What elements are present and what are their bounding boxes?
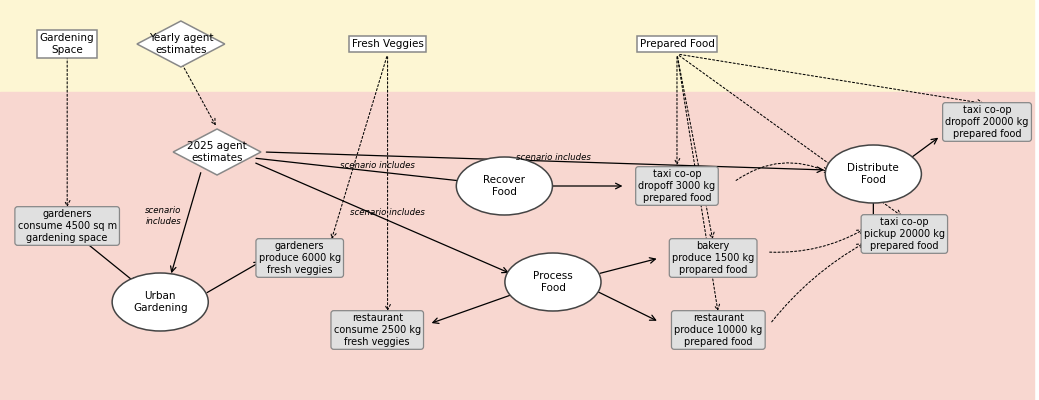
Text: 2025 agent
estimates: 2025 agent estimates — [187, 141, 247, 163]
Text: scenario
includes: scenario includes — [145, 206, 182, 226]
Text: bakery
produce 1500 kg
propared food: bakery produce 1500 kg propared food — [672, 241, 754, 274]
Polygon shape — [174, 129, 261, 175]
Ellipse shape — [456, 157, 553, 215]
Text: taxi co-op
dropoff 3000 kg
prepared food: taxi co-op dropoff 3000 kg prepared food — [638, 170, 716, 202]
Text: restaurant
produce 10000 kg
prepared food: restaurant produce 10000 kg prepared foo… — [674, 314, 763, 346]
Polygon shape — [137, 21, 224, 67]
Text: restaurant
consume 2500 kg
fresh veggies: restaurant consume 2500 kg fresh veggies — [334, 314, 421, 346]
Text: Process
Food: Process Food — [533, 271, 572, 293]
Text: Urban
Gardening: Urban Gardening — [133, 291, 187, 313]
Text: gardeners
consume 4500 sq m
gardening space: gardeners consume 4500 sq m gardening sp… — [18, 210, 116, 242]
Text: Prepared Food: Prepared Food — [640, 39, 715, 49]
Text: taxi co-op
pickup 20000 kg
prepared food: taxi co-op pickup 20000 kg prepared food — [863, 218, 944, 250]
Text: gardeners
produce 6000 kg
fresh veggies: gardeners produce 6000 kg fresh veggies — [259, 241, 341, 274]
Bar — [0, 0, 1034, 92]
Text: scenario includes: scenario includes — [350, 208, 425, 217]
Text: Distribute
Food: Distribute Food — [848, 163, 899, 185]
Ellipse shape — [825, 145, 922, 203]
Text: scenario includes: scenario includes — [340, 162, 415, 170]
Text: taxi co-op
dropoff 20000 kg
prepared food: taxi co-op dropoff 20000 kg prepared foo… — [945, 105, 1029, 139]
Text: Gardening
Space: Gardening Space — [39, 33, 95, 55]
Text: scenario includes: scenario includes — [515, 153, 590, 162]
Text: Yearly agent
estimates: Yearly agent estimates — [149, 33, 213, 55]
Ellipse shape — [112, 273, 208, 331]
Text: Fresh Veggies: Fresh Veggies — [351, 39, 424, 49]
Bar — [0, 92, 1034, 400]
Ellipse shape — [505, 253, 601, 311]
Text: Recover
Food: Recover Food — [483, 175, 526, 197]
